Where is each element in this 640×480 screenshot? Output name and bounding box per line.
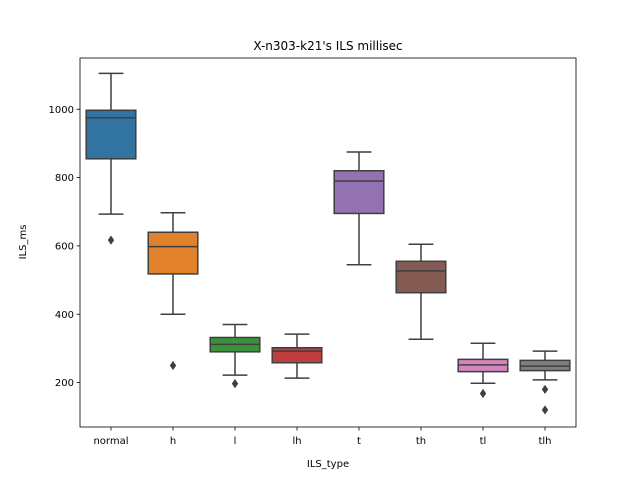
iqr-box <box>395 260 447 294</box>
chart-title: X-n303-k21's ILS millisec <box>253 39 402 53</box>
x-axis-label: ILS_type <box>307 459 349 470</box>
y-tick-label: 400 <box>55 310 74 321</box>
y-tick-label: 600 <box>55 241 74 252</box>
box-tlh <box>519 350 571 415</box>
x-tick-label: l <box>234 436 237 447</box>
outlier-point <box>541 405 549 415</box>
plot-frame <box>79 57 577 428</box>
box-h <box>147 212 199 371</box>
y-axis-label: ILS_ms <box>18 225 29 260</box>
outlier-point <box>107 235 115 245</box>
x-tick-label: tlh <box>538 436 551 447</box>
box-l <box>209 323 261 389</box>
plot-area <box>85 72 571 415</box>
y-axis: 200 400 600 800 1000 <box>49 105 80 389</box>
iqr-box <box>147 231 199 275</box>
x-tick-label: lh <box>292 436 301 447</box>
outlier-point <box>169 360 177 371</box>
box-th <box>395 243 447 340</box>
iqr-box <box>271 346 323 364</box>
x-tick-label: th <box>416 436 426 447</box>
x-tick-label: normal <box>93 436 128 447</box>
outlier-point <box>541 384 549 395</box>
box-t <box>333 151 385 266</box>
y-tick-label: 200 <box>55 378 74 389</box>
y-tick-label: 800 <box>55 173 74 184</box>
box-tl <box>457 342 509 399</box>
x-tick-label: h <box>170 436 176 447</box>
x-axis: normal h l lh t th tl tlh <box>93 427 552 447</box>
y-tick-label: 1000 <box>49 105 74 116</box>
iqr-box <box>333 170 385 215</box>
x-tick-label: t <box>357 436 361 447</box>
outlier-point <box>231 379 239 389</box>
outlier-point <box>479 388 487 399</box>
box-lh <box>271 333 323 379</box>
box-normal <box>85 72 137 245</box>
x-tick-label: tl <box>480 436 487 447</box>
